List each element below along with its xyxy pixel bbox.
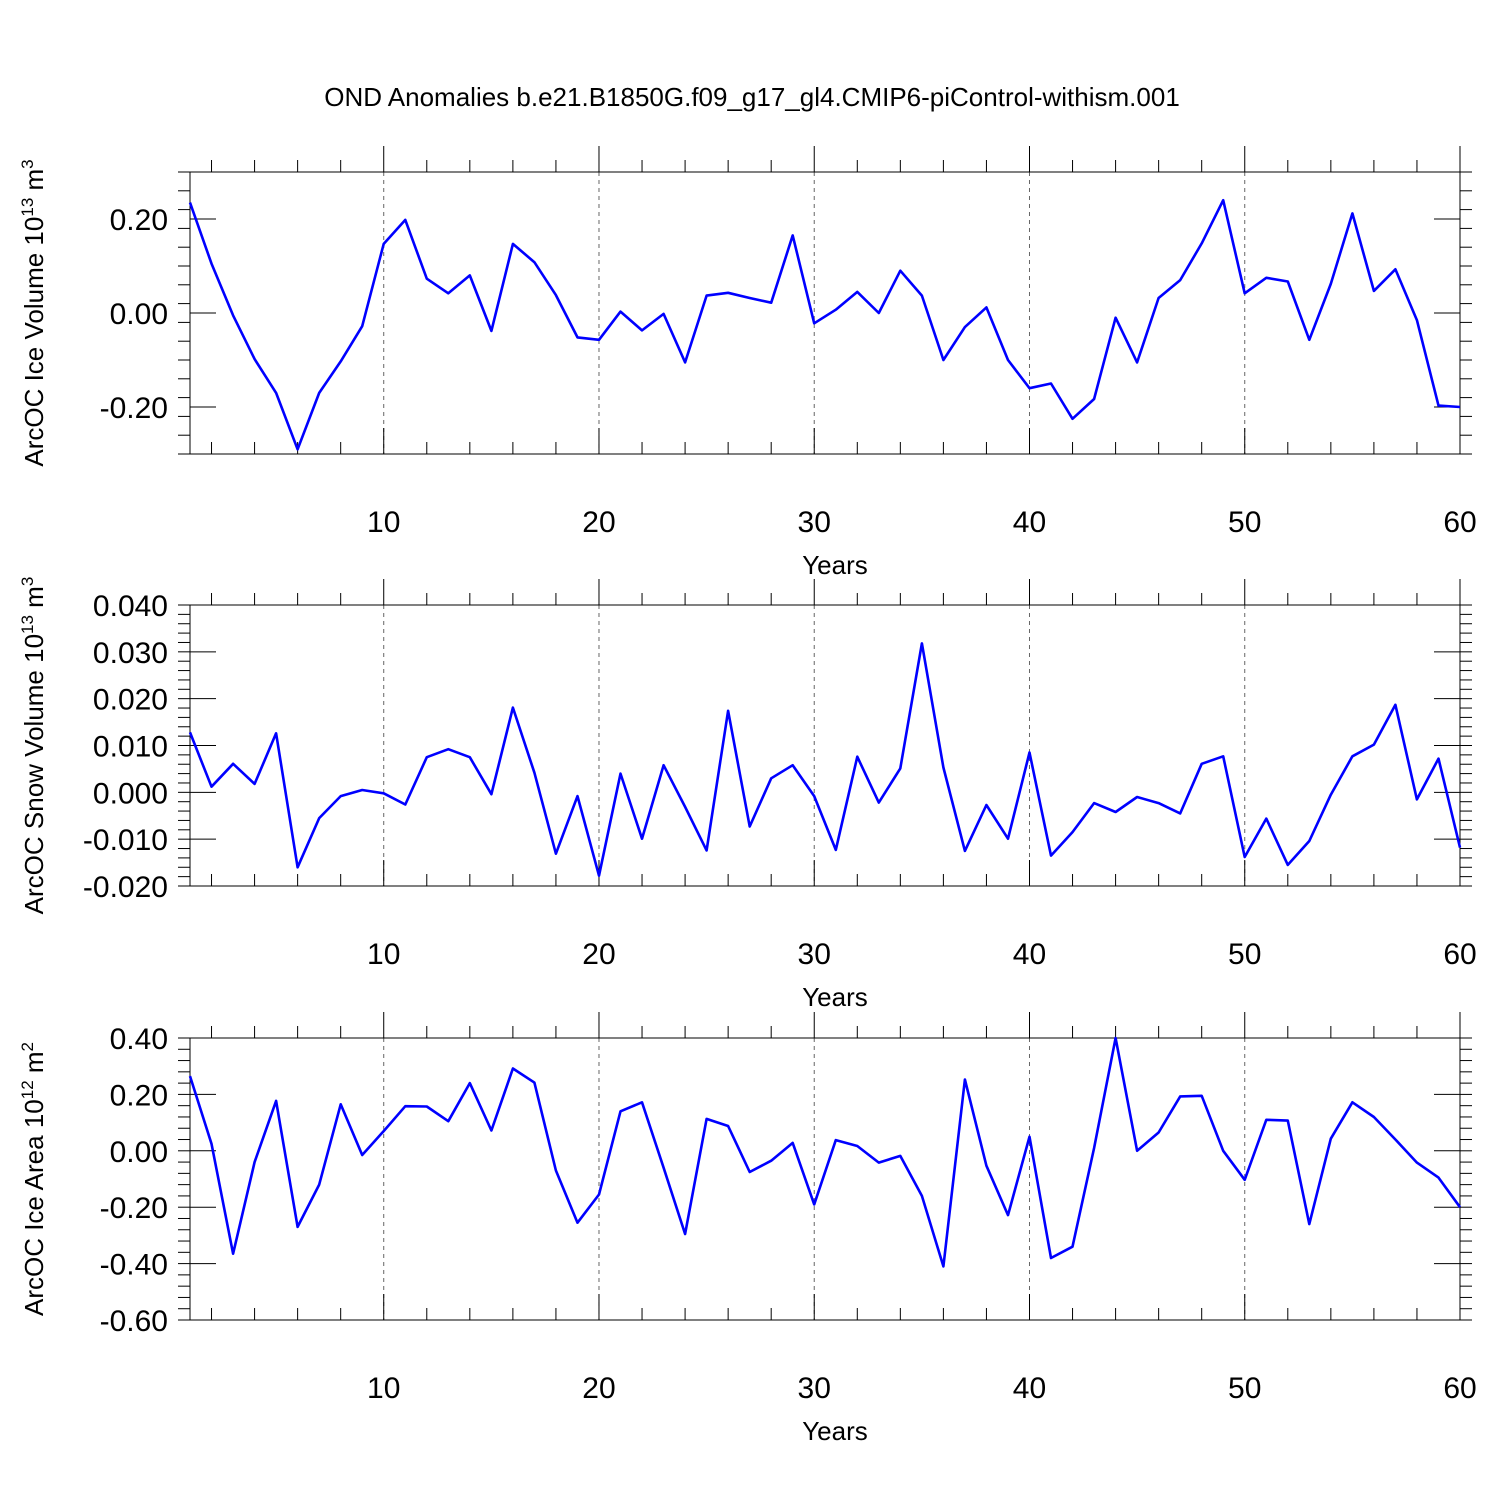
y-tick-label: 0.030	[93, 637, 168, 670]
y-tick-label: 0.000	[93, 777, 168, 810]
y-tick-label: 0.40	[110, 1023, 168, 1056]
x-tick-label: 30	[798, 938, 831, 971]
y-axis-title-text: ArcOC Snow Volume 10	[19, 634, 49, 914]
y-axis-title-unit-exponent: 3	[18, 577, 37, 586]
x-tick-label: 40	[1013, 938, 1046, 971]
panels: 10 20 30 40 50 60 -0.20 0.00 0.20 Years ArcOC Ice …	[18, 146, 1477, 1446]
y-axis-title-text: ArcOC Ice Volume 10	[19, 217, 49, 467]
y-axis-title-unit-exponent: 2	[18, 1042, 37, 1051]
x-tick-label: 20	[582, 938, 615, 971]
y-tick-label: -0.020	[83, 871, 168, 904]
x-tick-label: 10	[367, 1372, 400, 1405]
x-axis-title: Years	[802, 1416, 868, 1446]
y-tick-label: -0.20	[100, 392, 168, 425]
y-axis-title-exponent: 13	[18, 198, 37, 217]
x-tick-label: 40	[1013, 1372, 1046, 1405]
x-tick-label: 10	[367, 938, 400, 971]
plot-frame	[189, 1037, 1461, 1321]
y-tick-label: 0.010	[93, 731, 168, 764]
x-tick-label: 30	[798, 1372, 831, 1405]
y-axis-title-exponent: 13	[18, 615, 37, 634]
x-tick-label: 10	[367, 506, 400, 539]
y-axis-title-text: ArcOC Ice Area 10	[19, 1099, 49, 1316]
panel-1: 10 20 30 40 50 60 -0.20 0.00 0.20 Years ArcOC Ice …	[18, 146, 1477, 580]
series-line	[188, 642, 1462, 878]
y-tick-label: 0.00	[110, 1136, 168, 1169]
y-axis-title: ArcOC Ice Area 1012 m2	[18, 1042, 49, 1316]
panel-3: 10 20 30 40 50 60 -0.60 -0.40 -0.20 0.00 0.20 0.40 Y…	[18, 1012, 1477, 1446]
x-tick-label: 60	[1443, 938, 1476, 971]
y-axis-title-unit: m	[19, 169, 49, 198]
y-tick-label: 0.20	[110, 204, 168, 237]
y-tick-label: -0.010	[83, 824, 168, 857]
x-axis-title: Years	[802, 550, 868, 580]
panel-2: 10 20 30 40 50 60 -0.020 -0.010 0.000 0.010 0.020 0…	[18, 577, 1477, 1012]
x-tick-label: 20	[582, 1372, 615, 1405]
y-tick-label: 0.00	[110, 298, 168, 331]
y-tick-label: 0.20	[110, 1079, 168, 1112]
figure-title: OND Anomalies b.e21.B1850G.f09_g17_gl4.C…	[324, 82, 1180, 112]
y-tick-label: -0.60	[100, 1305, 168, 1338]
x-tick-label: 50	[1228, 938, 1261, 971]
x-tick-label: 40	[1013, 506, 1046, 539]
x-tick-label: 50	[1228, 1372, 1261, 1405]
series-line	[188, 198, 1461, 451]
x-tick-label: 60	[1443, 1372, 1476, 1405]
y-axis-title-unit-exponent: 3	[18, 159, 37, 168]
series-line	[188, 1036, 1462, 1268]
x-tick-label: 20	[582, 506, 615, 539]
y-axis-title: ArcOC Snow Volume 1013 m3	[18, 577, 49, 915]
y-tick-label: -0.40	[100, 1249, 168, 1282]
y-axis-title-unit: m	[19, 1051, 49, 1080]
y-tick-label: 0.020	[93, 684, 168, 717]
y-tick-label: 0.040	[93, 590, 168, 623]
y-axis-title: ArcOC Ice Volume 1013 m3	[18, 159, 49, 466]
x-axis-title: Years	[802, 982, 868, 1012]
x-tick-label: 60	[1443, 506, 1476, 539]
x-tick-label: 50	[1228, 506, 1261, 539]
y-axis-title-unit: m	[19, 586, 49, 615]
y-axis-title-exponent: 12	[18, 1080, 37, 1099]
x-tick-label: 30	[798, 506, 831, 539]
y-tick-label: -0.20	[100, 1192, 168, 1225]
